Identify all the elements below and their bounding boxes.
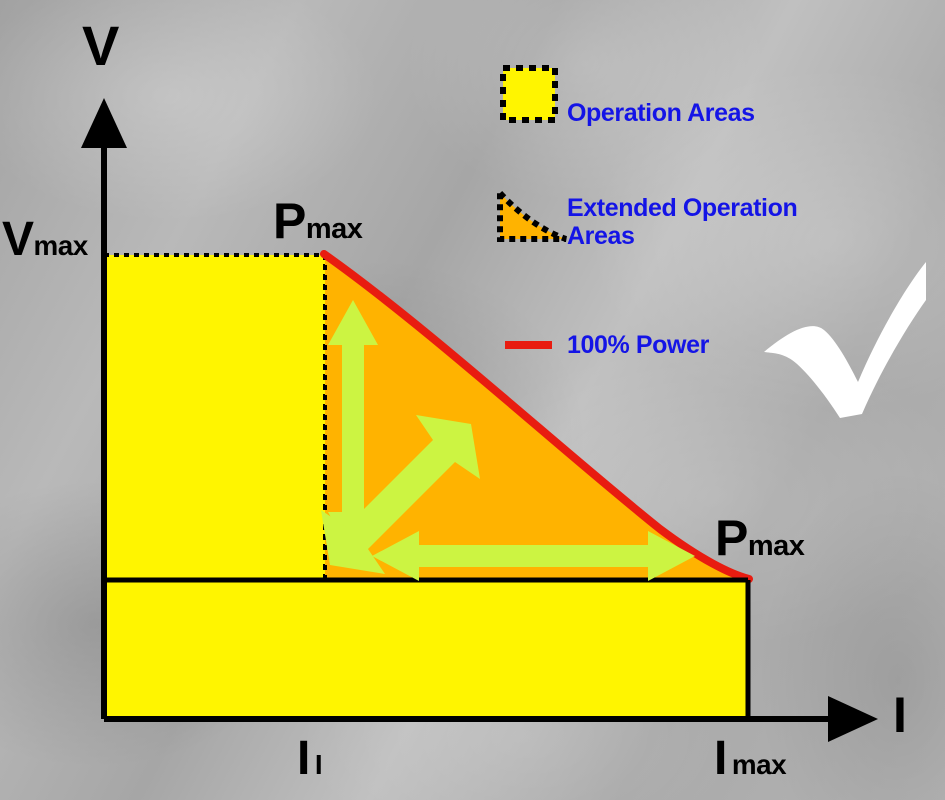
x-axis-arrowhead [828,696,878,742]
y-axis-arrowhead [81,98,127,148]
diagonal-double-arrow [321,415,480,574]
legend-label-operation-areas: Operation Areas [567,99,755,127]
legend-swatch-operation-areas [500,65,558,123]
operation-area-upper [102,253,327,582]
vertical-double-arrow [328,300,378,559]
check-icon [764,262,926,418]
axes [81,98,878,742]
horizontal-double-arrow [372,531,695,581]
annotation-pmax-right: Pmax [715,510,805,566]
legend-swatch-extended-operation-areas [497,185,567,242]
y-axis-label: V [82,14,119,77]
x-axis-label: I [893,687,907,743]
legend-label-power-limit: 100% Power [567,331,709,359]
legend-label-extended-operation-areas: Extended Operation Areas [567,194,798,250]
y-tick-label-vmax: Vmax [2,213,88,266]
operating-point-arrows [321,300,695,581]
operation-area-lower [102,578,750,721]
annotation-pmax-top: Pmax [273,193,363,249]
power-limit-curve [320,250,753,583]
